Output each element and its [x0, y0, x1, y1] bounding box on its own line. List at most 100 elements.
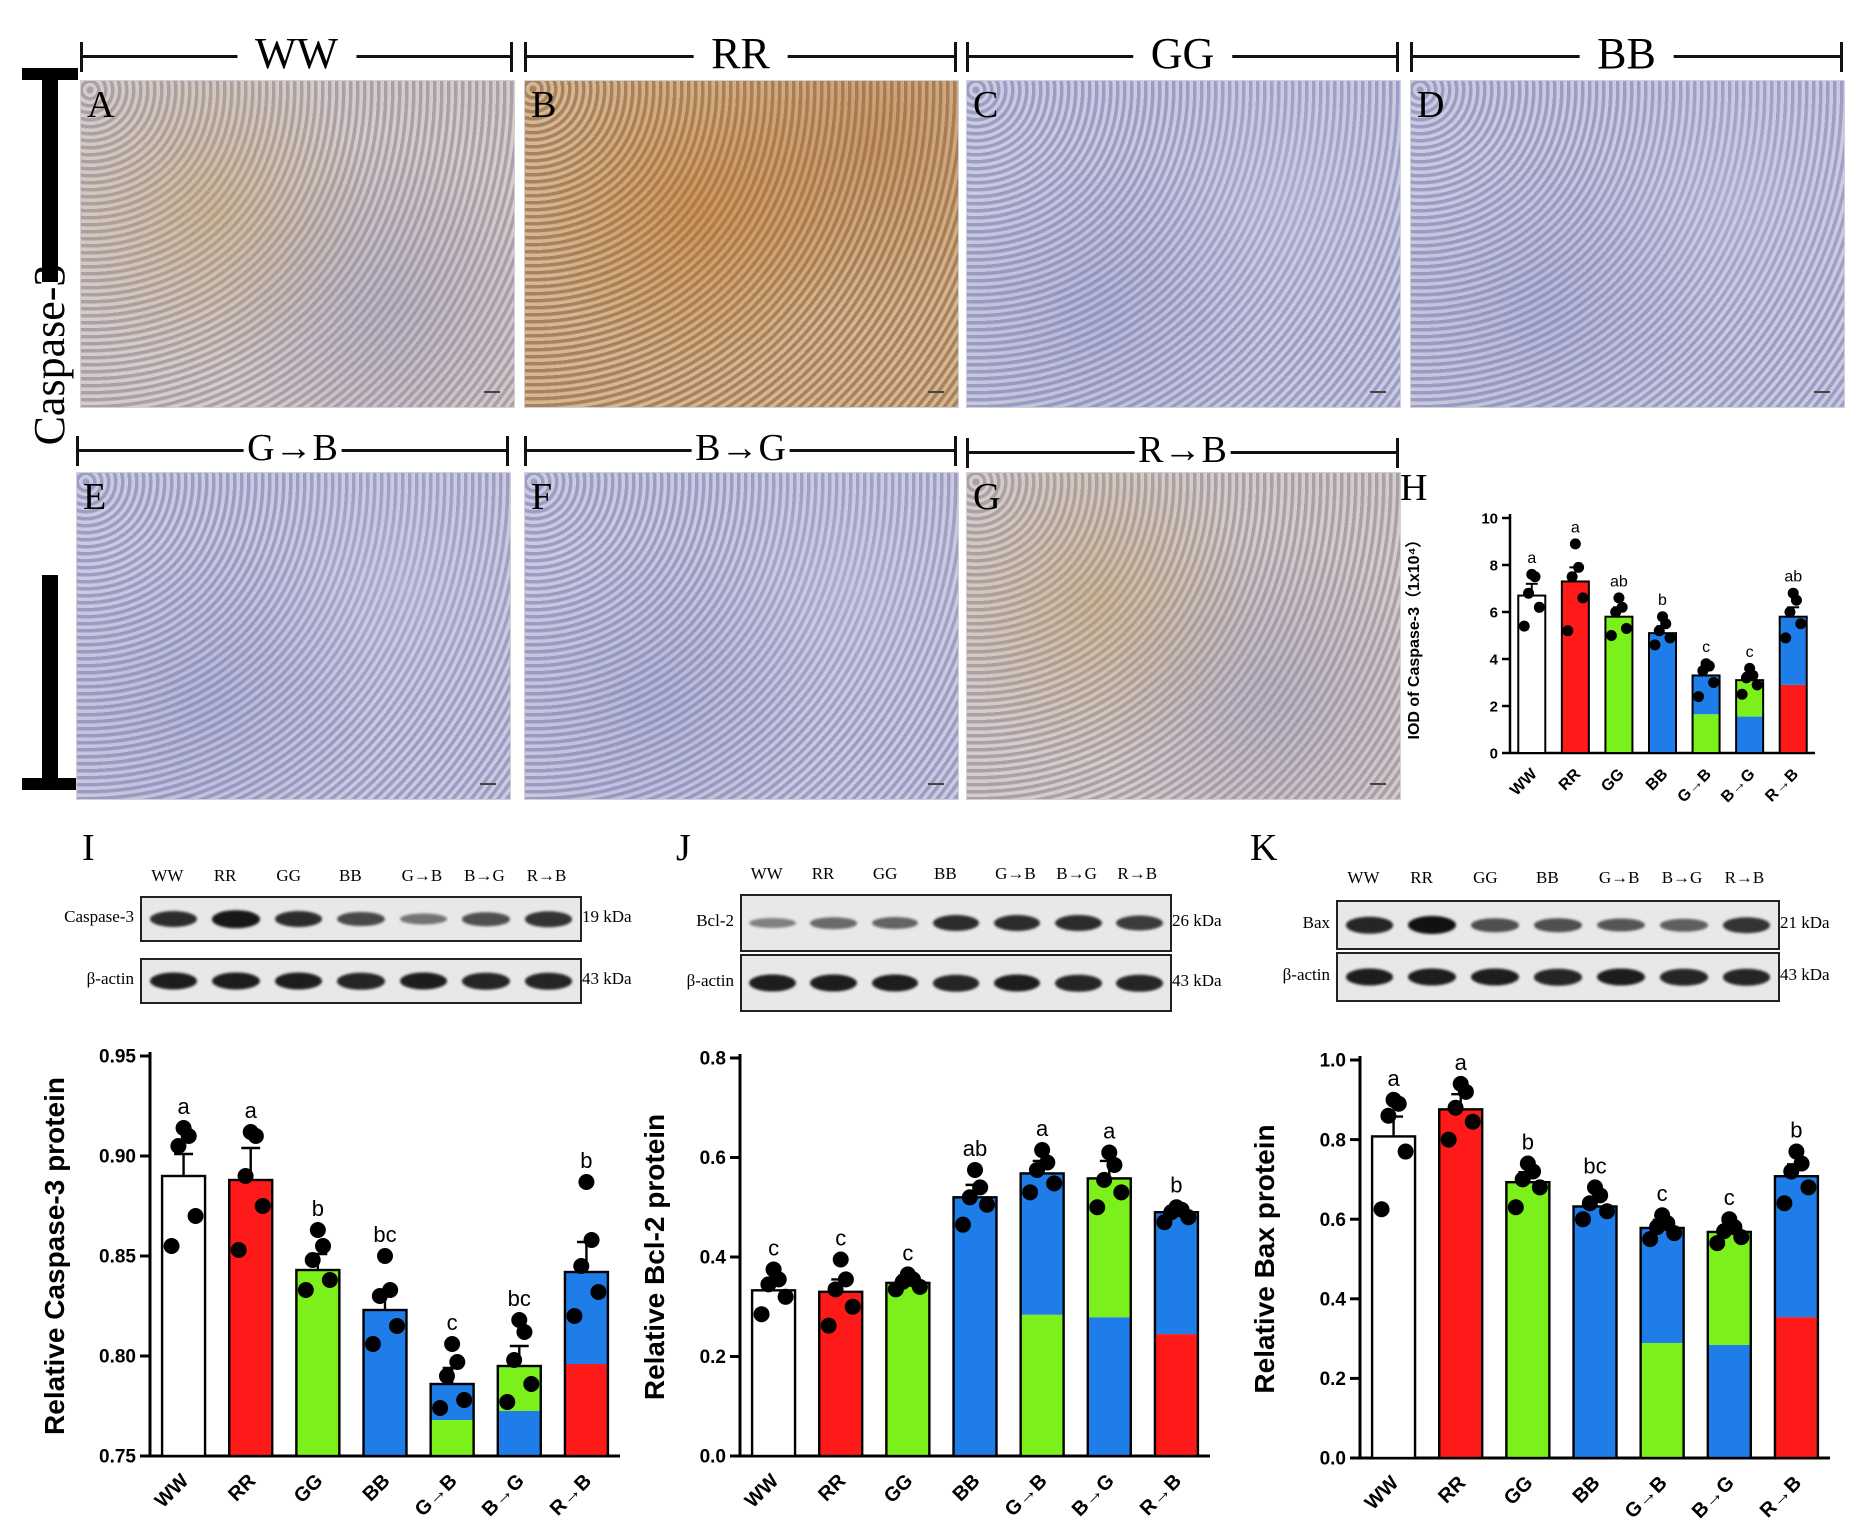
- significance-letter: c: [1724, 1185, 1735, 1210]
- significance-letter: a: [1571, 519, 1580, 536]
- data-point: [438, 1368, 455, 1384]
- band: [1345, 968, 1394, 986]
- y-axis-label: Relative Caspase-3 protein: [39, 1077, 70, 1435]
- lane-label: B→G: [464, 866, 505, 885]
- x-tick-label: WW: [1507, 765, 1541, 799]
- bar: [885, 1281, 931, 1458]
- data-point: [499, 1394, 516, 1410]
- bar-lower-segment: [1692, 714, 1720, 753]
- western-blot-j: WW RR GG BB G→B B→G R→B Bcl-2 26 kDa β-actin 43 kD…: [670, 864, 1240, 1012]
- x-tick-label: WW: [151, 1470, 193, 1512]
- band: [932, 974, 980, 992]
- y-axis-label: Relative Bax protein: [1249, 1124, 1280, 1393]
- lane-label: GG: [276, 866, 301, 885]
- data-point: [254, 1198, 271, 1214]
- bar-lower-segment: [497, 1411, 541, 1456]
- protein-blot: [740, 894, 1172, 952]
- protein-kda: 26 kDa: [1172, 911, 1222, 930]
- lane-label: WW: [151, 866, 184, 885]
- data-point: [1653, 625, 1665, 637]
- y-tick-label: 1.0: [1320, 1051, 1346, 1072]
- band: [337, 912, 385, 926]
- data-point: [1657, 611, 1668, 623]
- data-point: [382, 1282, 399, 1298]
- data-point: [523, 1376, 540, 1392]
- data-point: [1700, 658, 1712, 670]
- data-point: [1613, 592, 1625, 604]
- data-point: [1573, 561, 1585, 573]
- bar-upper-segment: [1154, 1212, 1198, 1335]
- lane-label: G→B: [1598, 868, 1640, 887]
- y-tick-label: 0.75: [99, 1447, 136, 1468]
- bar-lower-segment: [1774, 1317, 1818, 1458]
- band: [810, 917, 857, 929]
- band: [932, 915, 980, 931]
- data-point: [1106, 1156, 1123, 1173]
- lane-label: G→B: [995, 864, 1036, 883]
- bar-outline: [1691, 674, 1721, 754]
- data-point: [309, 1222, 326, 1238]
- data-point: [187, 1208, 204, 1224]
- significance-letter: c: [768, 1235, 779, 1260]
- x-tick-label: GG: [1598, 766, 1628, 796]
- significance-letter: c: [1657, 1181, 1668, 1206]
- significance-letter: c: [1746, 644, 1754, 661]
- band: [1596, 968, 1645, 986]
- group-header-rr: RR: [524, 32, 957, 76]
- group-label: BB: [1579, 32, 1674, 76]
- panel-letter: G: [973, 476, 1001, 518]
- y-tick-label: 8: [1490, 557, 1498, 574]
- bar-upper-segment: [1640, 1227, 1684, 1343]
- significance-letter: a: [245, 1098, 258, 1123]
- group-label: WW: [236, 32, 357, 76]
- panel-letter: A: [87, 84, 115, 126]
- y-tick-label: 0.0: [1320, 1449, 1346, 1470]
- significance-letter: bc: [508, 1286, 531, 1311]
- data-point: [1113, 1184, 1130, 1201]
- data-point: [170, 1138, 187, 1154]
- ihc-panel-d: D: [1410, 80, 1845, 408]
- protein-kda: 21 kDa: [1780, 913, 1830, 932]
- significance-letter: bc: [373, 1222, 396, 1247]
- band: [993, 974, 1041, 992]
- group-header-g-b: G→B: [76, 426, 509, 470]
- band: [1055, 974, 1102, 992]
- data-point: [578, 1174, 595, 1190]
- data-point: [1795, 618, 1807, 630]
- data-point: [237, 1168, 254, 1184]
- panel-letter: E: [83, 476, 107, 518]
- y-tick-label: 10: [1481, 510, 1498, 527]
- x-tick-label: G→B: [411, 1470, 462, 1521]
- significance-letter: c: [835, 1225, 846, 1250]
- significance-letter: b: [1790, 1118, 1802, 1143]
- significance-letter: ab: [1610, 573, 1628, 590]
- lane-label: WW: [1347, 868, 1380, 887]
- band: [462, 972, 510, 990]
- panel-letter-h: H: [1400, 467, 1428, 509]
- data-point: [1101, 1144, 1118, 1161]
- lane-label: BB: [339, 866, 362, 885]
- x-tick-label: WW: [741, 1470, 783, 1512]
- y-tick-label: 4: [1490, 651, 1499, 668]
- panel-letter: B: [531, 84, 557, 126]
- band: [399, 913, 448, 925]
- data-point: [1574, 1211, 1591, 1228]
- data-point: [820, 1317, 837, 1334]
- x-tick-label: GG: [290, 1470, 328, 1508]
- bar-lower-segment: [1154, 1334, 1198, 1456]
- caspase3-row-bar-top-cap: [22, 68, 78, 80]
- data-point: [511, 1312, 528, 1328]
- data-point: [1664, 632, 1676, 644]
- y-axis-label: IOD of Caspase-3（1x10⁴）: [1405, 532, 1423, 740]
- data-point: [1599, 1203, 1616, 1220]
- band: [1471, 918, 1520, 932]
- data-point: [1708, 677, 1720, 688]
- data-point: [364, 1336, 381, 1352]
- protein-label: Bax: [1302, 913, 1330, 932]
- band: [1659, 918, 1708, 932]
- group-label: GG: [1132, 32, 1233, 76]
- significance-letter: a: [1387, 1066, 1400, 1091]
- data-point: [844, 1298, 861, 1315]
- data-point: [1046, 1175, 1063, 1192]
- actin-kda: 43 kDa: [582, 969, 632, 988]
